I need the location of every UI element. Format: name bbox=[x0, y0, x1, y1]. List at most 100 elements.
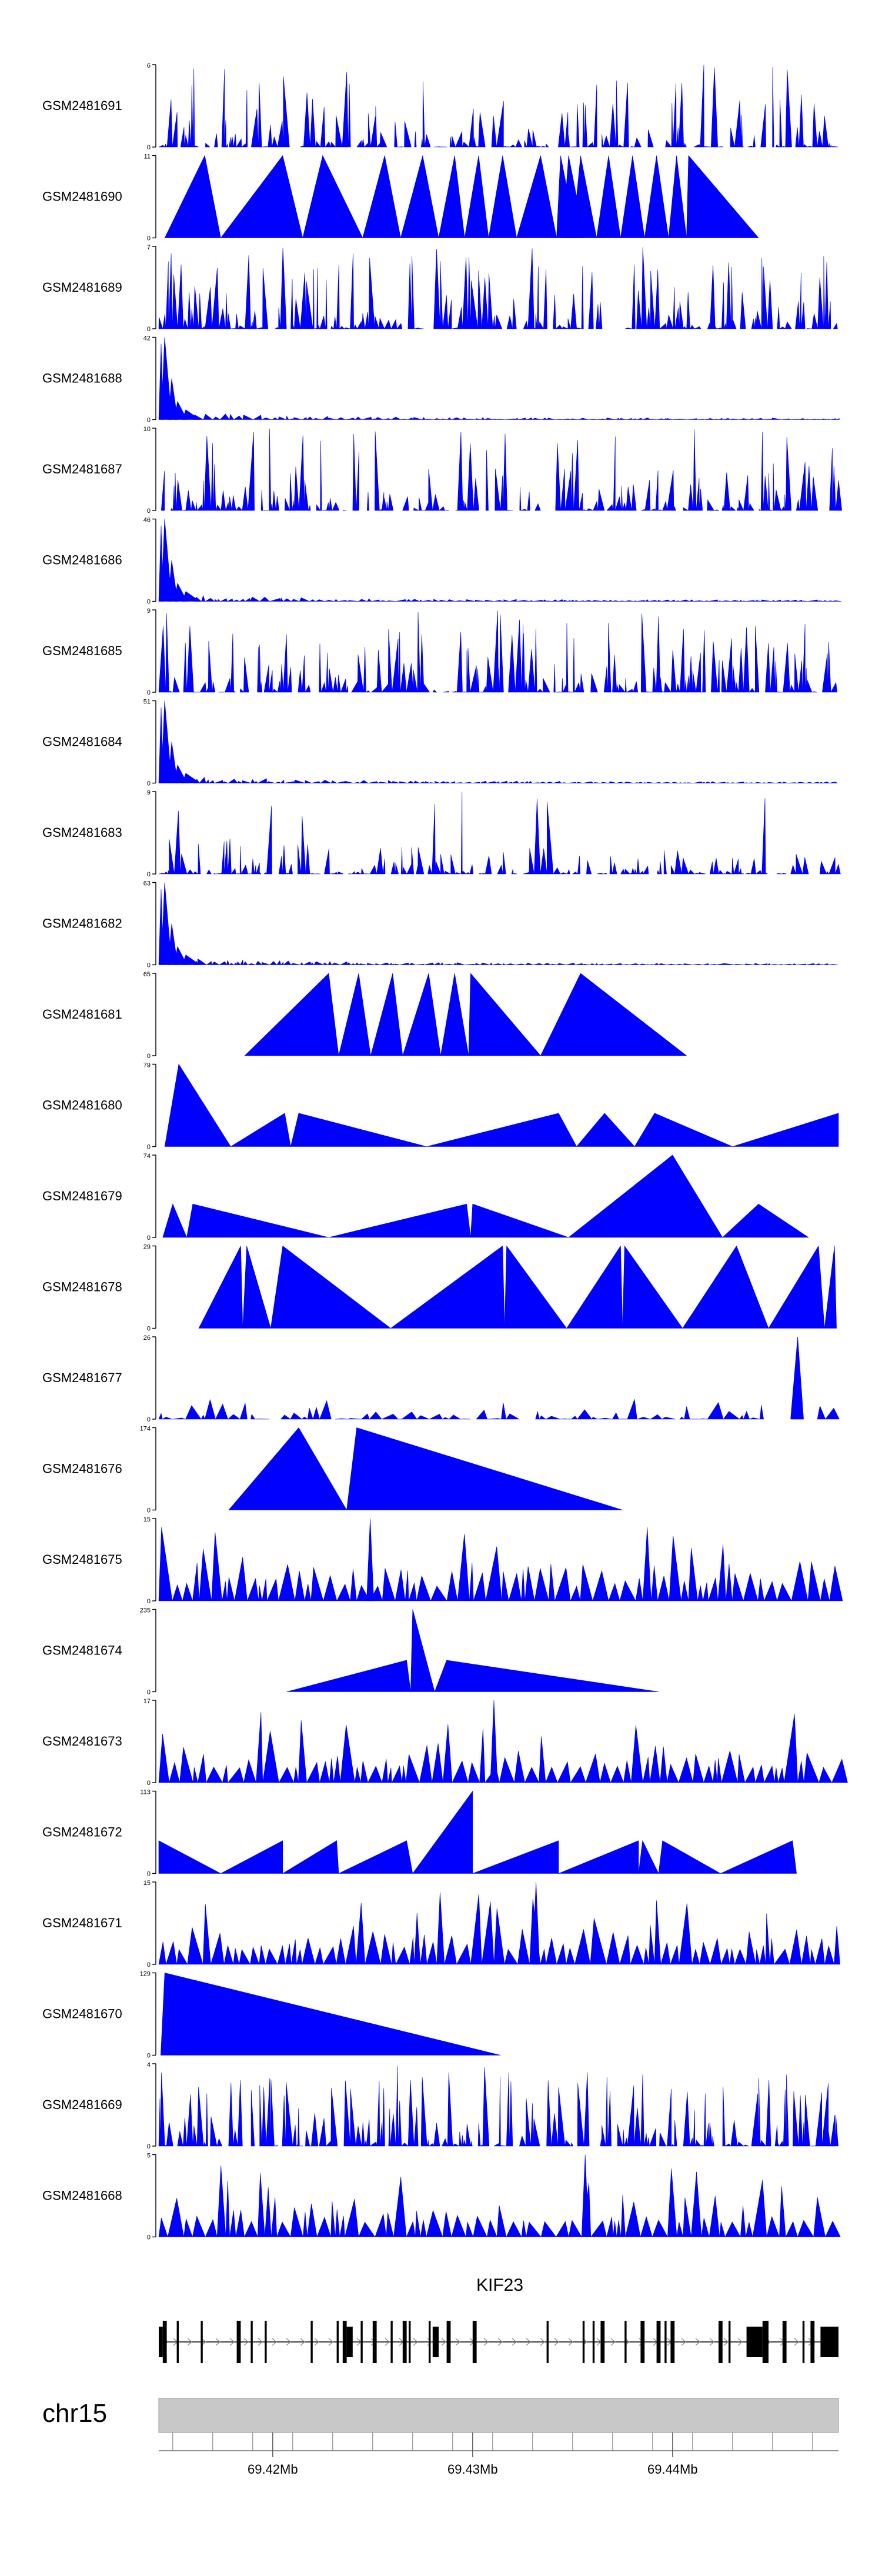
coverage-peak bbox=[573, 638, 575, 693]
coverage-peak bbox=[236, 873, 240, 875]
coverage-peak bbox=[607, 781, 616, 783]
coverage-peak bbox=[387, 780, 393, 783]
coverage-peak bbox=[626, 418, 632, 420]
coverage-peak bbox=[382, 1568, 396, 1601]
coverage-peak bbox=[255, 960, 263, 965]
coverage-peak bbox=[296, 2144, 298, 2147]
track-label: GSM2481669 bbox=[42, 2097, 122, 2112]
coverage-peak bbox=[649, 2128, 657, 2147]
coverage-peak bbox=[556, 1943, 567, 1965]
track-label: GSM2481683 bbox=[42, 825, 122, 840]
coverage-peak bbox=[670, 1945, 680, 1965]
coverage-peak bbox=[683, 507, 689, 511]
exon bbox=[346, 2327, 353, 2357]
coverage-peak bbox=[169, 839, 175, 875]
coverage-peak bbox=[340, 679, 347, 693]
coverage-peak bbox=[524, 1767, 540, 1783]
coverage-peak bbox=[453, 963, 457, 965]
coverage-peak bbox=[783, 643, 790, 693]
coverage-peak bbox=[709, 265, 716, 329]
coverage-peak bbox=[355, 416, 362, 420]
coverage-peak bbox=[514, 619, 522, 693]
coverage-peak bbox=[423, 962, 435, 965]
coverage-peak bbox=[162, 1203, 188, 1238]
coverage-peak bbox=[717, 1544, 726, 1601]
coverage-peak bbox=[420, 1934, 427, 1965]
coverage-peak bbox=[708, 599, 719, 602]
coverage-peak bbox=[355, 2125, 362, 2147]
coverage-peak bbox=[416, 1575, 431, 1601]
coverage-peak bbox=[194, 145, 199, 148]
coverage-peak bbox=[443, 963, 454, 965]
coverage-peak bbox=[759, 1946, 766, 1965]
coverage-peak bbox=[708, 1577, 719, 1601]
coverage-peak bbox=[480, 962, 490, 965]
coverage-peak bbox=[218, 308, 226, 329]
coverage-peak bbox=[316, 268, 319, 329]
y-axis-zero-label: 0 bbox=[147, 417, 151, 424]
coverage-peak bbox=[654, 782, 662, 783]
coverage-peak bbox=[717, 600, 722, 602]
coverage-peak bbox=[598, 963, 604, 965]
coverage-peak bbox=[609, 104, 616, 148]
coverage-peak bbox=[451, 2214, 466, 2237]
coverage-peak bbox=[235, 313, 239, 329]
coverage-peak bbox=[795, 127, 800, 148]
coverage-peak bbox=[168, 253, 173, 329]
coverage-peak bbox=[319, 316, 326, 329]
coverage-peak bbox=[555, 325, 563, 329]
coverage-peak bbox=[406, 663, 414, 693]
y-axis-zero-label: 0 bbox=[147, 235, 151, 242]
coverage-peak bbox=[245, 90, 248, 148]
coverage-peak bbox=[457, 307, 463, 329]
coverage-peak bbox=[785, 2221, 798, 2237]
coverage-peak bbox=[369, 865, 377, 875]
coverage-peak bbox=[226, 960, 230, 965]
coverage-peak bbox=[603, 963, 613, 965]
coverage-peak bbox=[670, 650, 677, 693]
coverage-peak bbox=[386, 502, 389, 511]
y-axis-zero-label: 0 bbox=[147, 1234, 151, 1242]
coverage-peak bbox=[363, 646, 366, 693]
coverage-peak bbox=[657, 600, 662, 602]
coverage-peak bbox=[627, 1399, 637, 1420]
coverage-peak bbox=[736, 682, 739, 693]
y-axis-max-label: 15 bbox=[143, 1880, 151, 1887]
coverage-peak bbox=[356, 1903, 366, 1965]
coverage-peak bbox=[682, 1245, 769, 1329]
coverage-peak bbox=[609, 856, 613, 875]
strand-arrow-icon bbox=[272, 2338, 277, 2346]
coverage-peak bbox=[196, 504, 203, 511]
coverage-peak bbox=[823, 256, 826, 329]
coverage-peak bbox=[415, 963, 425, 965]
strand-arrow-icon bbox=[723, 2338, 729, 2346]
coverage-peak bbox=[164, 2145, 167, 2147]
strand-arrow-icon bbox=[794, 2338, 799, 2346]
coverage-peak bbox=[236, 961, 241, 965]
coverage-peak bbox=[827, 419, 831, 420]
coverage-peak bbox=[279, 598, 284, 602]
coverage-peak bbox=[168, 378, 178, 420]
track-label: GSM2481676 bbox=[42, 1461, 122, 1476]
coverage-peak bbox=[612, 862, 617, 875]
coverage-peak bbox=[242, 1246, 271, 1329]
coverage-peak bbox=[659, 2132, 667, 2147]
coverage-peak bbox=[533, 963, 544, 965]
coverage-peak bbox=[786, 2074, 789, 2147]
coverage-peak bbox=[591, 1417, 598, 1420]
coverage-peak bbox=[492, 963, 503, 965]
coverage-peak bbox=[449, 781, 456, 783]
coverage-peak bbox=[455, 131, 463, 148]
coverage-peak bbox=[198, 293, 202, 329]
exon bbox=[640, 2321, 645, 2363]
coverage-peak bbox=[186, 626, 194, 693]
coverage-peak bbox=[534, 503, 541, 511]
coverage-peak bbox=[165, 261, 169, 329]
coverage-peak bbox=[191, 85, 193, 148]
y-axis-zero-label: 0 bbox=[147, 1416, 151, 1423]
coverage-peak bbox=[337, 675, 341, 693]
coverage-peak bbox=[350, 2088, 356, 2147]
